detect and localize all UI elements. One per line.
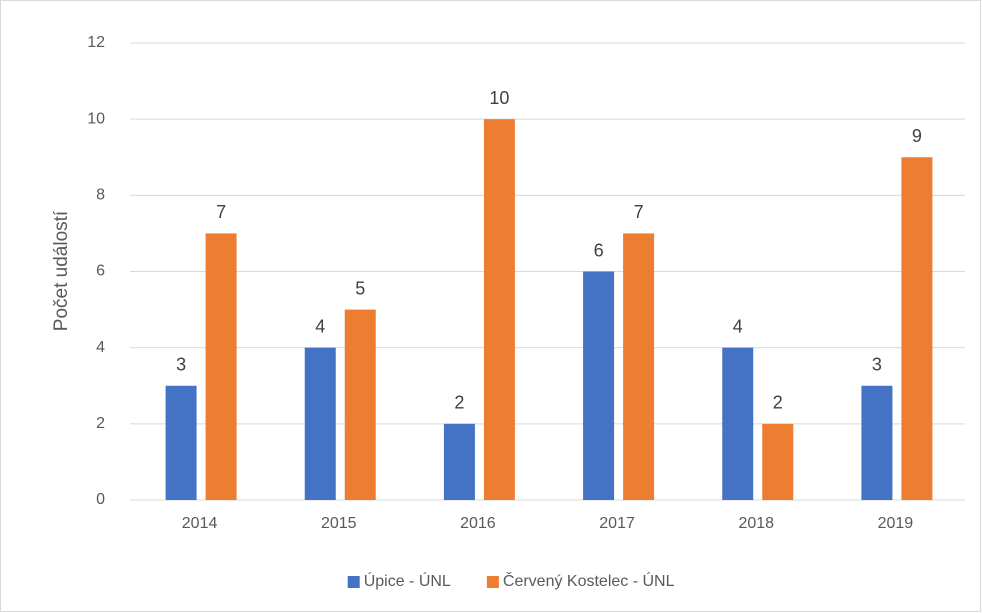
bar [762,423,794,500]
bar [443,423,475,500]
bar [901,157,933,500]
y-tick-label: 0 [96,491,105,508]
data-label: 7 [216,202,226,222]
x-tick-label: 2019 [878,515,914,532]
y-tick-label: 2 [96,415,105,432]
bar [583,271,615,500]
data-label: 5 [355,278,365,298]
data-label: 10 [489,88,509,108]
data-label: 6 [594,240,604,260]
y-tick-label: 4 [96,339,105,356]
x-tick-label: 2015 [321,515,357,532]
x-tick-label: 2018 [738,515,774,532]
data-label: 4 [733,316,743,336]
x-tick-label: 2017 [599,515,635,532]
legend-swatch [347,576,360,588]
x-tick-label: 2016 [460,515,496,532]
bar [722,347,754,500]
y-tick-label: 6 [96,263,105,280]
legend-swatch [486,576,499,588]
y-axis-label: Počet událostí [51,210,72,331]
y-tick-label: 10 [87,110,105,127]
bar [483,119,515,501]
data-label: 2 [454,393,464,413]
bar [861,385,893,500]
bar [165,385,197,500]
bar [205,233,237,500]
data-label: 4 [315,316,325,336]
y-tick-label: 8 [96,187,105,204]
data-label: 9 [912,126,922,146]
legend-label: Červený Kostelec - ÚNL [503,571,675,590]
data-label: 3 [872,355,882,375]
bar [344,309,376,500]
bar [623,233,655,500]
y-tick-label: 12 [87,34,105,51]
data-label: 7 [634,202,644,222]
bar [304,347,336,500]
data-label: 3 [176,355,186,375]
legend-label: Úpice - ÚNL [364,571,451,590]
data-label: 2 [773,393,783,413]
x-tick-label: 2014 [182,515,218,532]
